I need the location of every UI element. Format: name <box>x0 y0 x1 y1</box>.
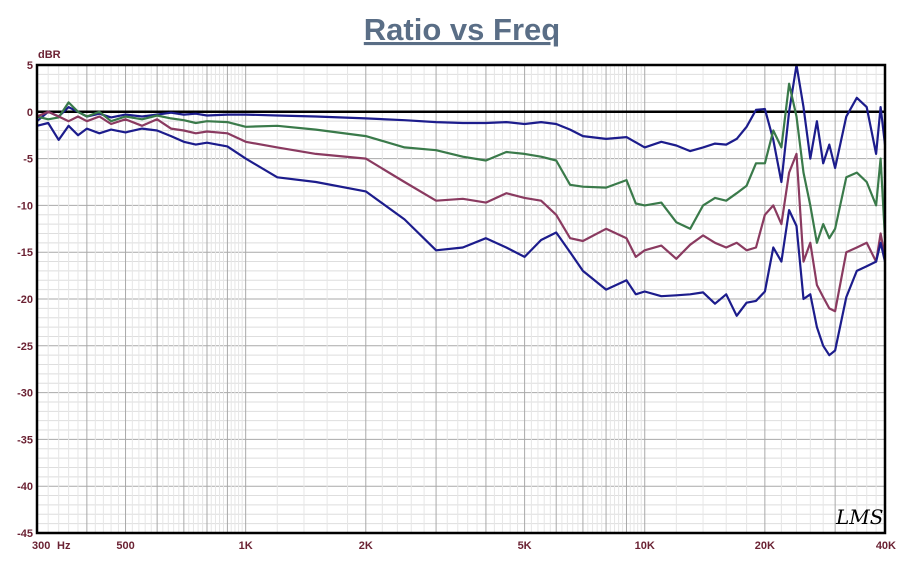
watermark-lms: LMS <box>835 505 883 529</box>
y-tick-label: -45 <box>17 528 33 540</box>
y-tick-label: 5 <box>27 60 33 72</box>
chart-title: Ratio vs Freq <box>364 12 560 47</box>
y-tick-label: -25 <box>17 341 33 353</box>
series-line-3 <box>36 110 887 313</box>
y-axis-label: dBR <box>38 49 61 61</box>
x-tick-label: 10K <box>635 540 655 552</box>
plot-frame <box>35 63 887 535</box>
x-tick-label: 20K <box>755 540 775 552</box>
y-tick-label: -30 <box>17 388 33 400</box>
series-line-1 <box>36 63 887 184</box>
y-tick-label: -15 <box>17 247 33 259</box>
series-line-4 <box>36 121 887 357</box>
y-tick-label: -5 <box>23 154 33 166</box>
x-tick-label: 40K <box>876 540 896 552</box>
x-tick-label: 500 <box>116 540 134 552</box>
series-line-2 <box>36 82 887 244</box>
x-axis-unit: Hz <box>57 540 71 552</box>
x-tick-label: 300 <box>32 540 50 552</box>
x-tick-label: 1K <box>239 540 253 552</box>
x-tick-label: 5K <box>518 540 532 552</box>
x-tick-labels: 300 500 1K 2K 5K 10K 20K 40K Hz <box>32 540 896 552</box>
y-tick-label: -35 <box>17 434 33 446</box>
y-tick-label: -10 <box>17 200 33 212</box>
grid <box>36 64 886 534</box>
y-tick-label: -40 <box>17 481 33 493</box>
x-tick-label: 2K <box>359 540 373 552</box>
series-group <box>36 63 887 357</box>
y-tick-labels: 5 0 -5 -10 -15 -20 -25 -30 -35 -40 -45 <box>17 60 33 540</box>
y-tick-label: -20 <box>17 294 33 306</box>
y-tick-label: 0 <box>27 107 33 119</box>
